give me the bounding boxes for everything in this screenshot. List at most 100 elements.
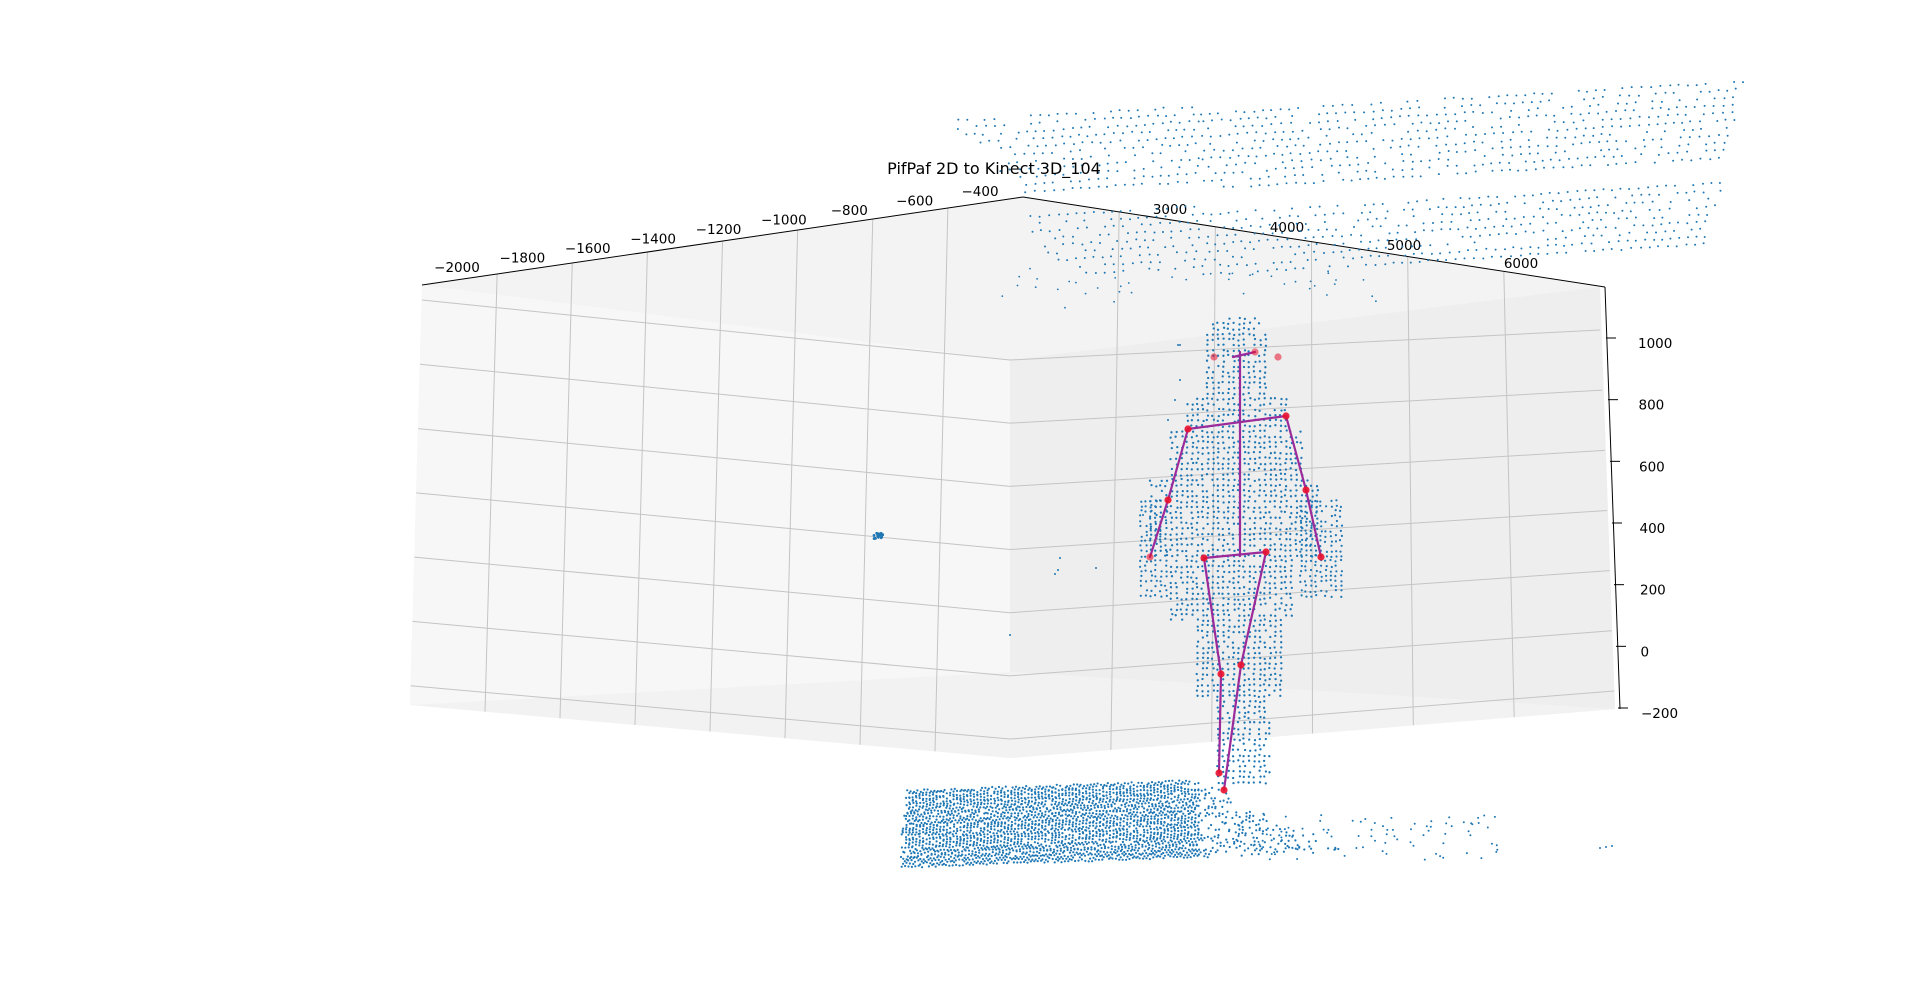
cloud-point bbox=[1018, 275, 1021, 278]
cloud-point bbox=[1186, 587, 1189, 591]
cloud-point bbox=[996, 825, 999, 828]
cloud-point bbox=[1253, 398, 1257, 401]
cloud-point bbox=[1232, 512, 1235, 515]
cloud-point bbox=[1237, 581, 1240, 584]
cloud-point bbox=[1170, 528, 1174, 531]
cloud-point bbox=[1278, 483, 1282, 487]
cloud-point bbox=[1325, 565, 1328, 568]
cloud-point bbox=[1196, 565, 1200, 569]
cloud-point bbox=[1284, 485, 1288, 488]
cloud-point bbox=[1330, 540, 1333, 543]
cloud-point bbox=[1086, 804, 1089, 807]
cloud-point bbox=[1586, 156, 1589, 159]
cloud-point bbox=[1532, 215, 1535, 218]
cloud-point bbox=[920, 821, 923, 825]
cloud-point bbox=[1099, 816, 1102, 820]
cloud-point bbox=[935, 815, 938, 818]
cloud-point bbox=[989, 825, 993, 828]
cloud-point bbox=[1180, 822, 1183, 825]
cloud-point bbox=[1211, 586, 1214, 589]
cloud-point bbox=[1221, 430, 1224, 433]
cloud-point bbox=[1003, 827, 1006, 830]
cloud-point bbox=[1044, 813, 1047, 816]
cloud-point bbox=[1113, 802, 1116, 805]
cloud-point bbox=[1238, 603, 1241, 606]
cloud-point bbox=[996, 839, 999, 842]
cloud-point bbox=[1195, 804, 1198, 807]
cloud-point bbox=[1264, 511, 1267, 514]
cloud-point bbox=[982, 806, 985, 809]
cloud-point bbox=[907, 846, 910, 849]
cloud-point bbox=[1237, 832, 1240, 836]
cloud-point bbox=[1088, 186, 1091, 189]
cloud-point bbox=[1208, 250, 1211, 253]
cloud-point bbox=[1227, 797, 1230, 800]
cloud-point bbox=[1122, 269, 1125, 272]
cloud-point bbox=[1040, 795, 1043, 798]
cloud-point bbox=[986, 802, 989, 805]
cloud-point bbox=[1513, 217, 1516, 220]
cloud-point bbox=[1061, 810, 1064, 813]
cloud-point bbox=[1047, 789, 1050, 792]
cloud-point bbox=[1478, 219, 1481, 221]
cloud-point bbox=[1212, 462, 1215, 465]
cloud-point bbox=[1253, 656, 1256, 659]
cloud-point bbox=[1247, 614, 1250, 617]
cloud-point bbox=[1164, 215, 1167, 218]
cloud-point bbox=[1030, 826, 1034, 830]
cloud-point bbox=[1206, 511, 1209, 515]
cloud-point bbox=[1050, 803, 1053, 806]
cloud-point bbox=[1274, 484, 1277, 488]
cloud-point bbox=[1314, 590, 1317, 593]
cloud-point bbox=[1274, 684, 1278, 687]
cloud-point bbox=[1703, 236, 1706, 238]
cloud-point bbox=[1196, 457, 1200, 460]
cloud-point bbox=[1685, 191, 1688, 194]
cloud-point bbox=[1263, 668, 1266, 671]
cloud-point bbox=[1238, 694, 1241, 697]
cloud-point bbox=[1139, 820, 1142, 823]
cloud-point bbox=[991, 819, 995, 822]
cloud-point bbox=[1227, 527, 1231, 531]
cloud-point bbox=[1253, 554, 1256, 558]
cloud-point bbox=[1464, 119, 1467, 122]
cloud-point bbox=[1253, 381, 1256, 384]
cloud-point bbox=[1461, 105, 1463, 108]
cloud-point bbox=[1227, 830, 1231, 833]
cloud-point bbox=[1641, 201, 1644, 204]
cloud-point bbox=[921, 844, 924, 847]
cloud-point bbox=[1256, 116, 1259, 119]
cloud-point bbox=[1207, 366, 1210, 369]
cloud-point bbox=[1175, 516, 1178, 519]
cloud-point bbox=[1340, 570, 1343, 573]
cloud-point bbox=[1193, 789, 1196, 792]
cloud-point bbox=[1014, 153, 1016, 156]
cloud-point bbox=[1201, 515, 1204, 519]
cloud-point bbox=[1648, 208, 1651, 211]
cloud-point bbox=[1603, 89, 1606, 91]
cloud-point bbox=[928, 846, 931, 850]
cloud-point bbox=[1034, 811, 1037, 814]
cloud-point bbox=[908, 839, 911, 842]
cloud-point bbox=[983, 118, 986, 121]
cloud-point bbox=[1190, 796, 1193, 799]
cloud-point bbox=[1291, 159, 1294, 162]
cloud-point bbox=[997, 799, 1000, 802]
cloud-point bbox=[1584, 127, 1587, 130]
cloud-point bbox=[928, 840, 931, 844]
cloud-point bbox=[1181, 581, 1184, 584]
cloud-point bbox=[1217, 575, 1220, 579]
cloud-point bbox=[1497, 233, 1500, 236]
cloud-point bbox=[1216, 629, 1220, 633]
cloud-point bbox=[1274, 564, 1278, 568]
cloud-point bbox=[1660, 223, 1663, 226]
cloud-point bbox=[1212, 799, 1215, 803]
cloud-point bbox=[949, 838, 952, 841]
cloud-point bbox=[1318, 121, 1320, 124]
cloud-point bbox=[1051, 795, 1054, 798]
cloud-point bbox=[965, 843, 969, 846]
cloud-point bbox=[1129, 787, 1132, 790]
cloud-point bbox=[1029, 809, 1032, 813]
cloud-point bbox=[1258, 392, 1262, 395]
cloud-point bbox=[1125, 810, 1128, 813]
